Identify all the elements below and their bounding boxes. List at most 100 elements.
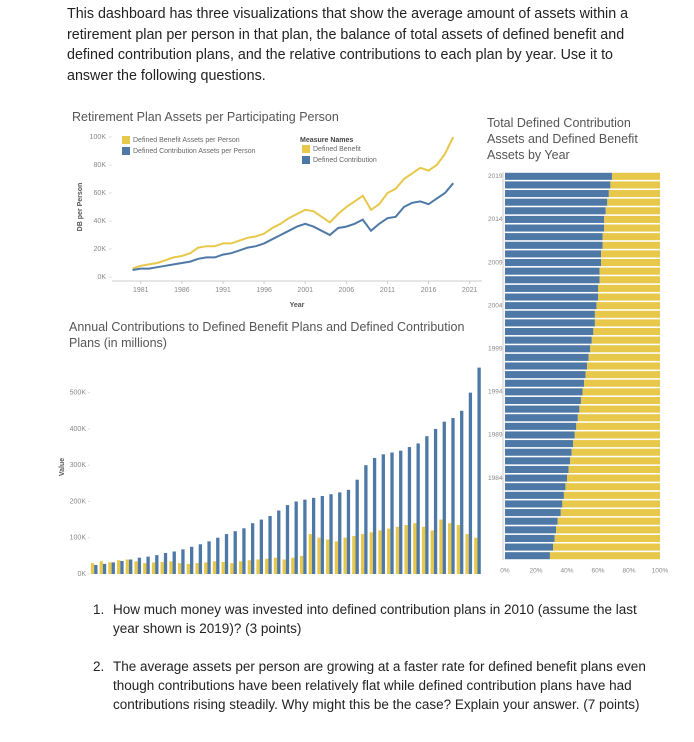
bar-segment [590, 345, 660, 353]
bar-segment [505, 405, 580, 413]
bar-segment [571, 448, 660, 456]
bar-segment [505, 353, 589, 361]
bar-segment [505, 422, 577, 430]
legend-swatch [122, 136, 130, 144]
bar-segment [505, 233, 603, 241]
bar [320, 496, 324, 574]
bar-segment [553, 543, 660, 551]
bar-segment [505, 509, 561, 517]
chart-title: Retirement Plan Assets per Participating… [72, 110, 339, 124]
y-tick-label: 2009 [488, 259, 503, 266]
bar-segment [505, 172, 612, 180]
bar-segment [562, 500, 660, 508]
bar-segment [604, 215, 660, 223]
bar-segment [505, 526, 557, 534]
x-tick-label: 100% [652, 568, 669, 575]
bar [212, 561, 217, 574]
bar [207, 541, 211, 574]
bar-segment [596, 302, 660, 310]
x-tick-label: 60% [591, 568, 604, 575]
bar [111, 562, 115, 574]
bar-segment [505, 327, 594, 336]
bar-segment [505, 284, 598, 292]
x-tick-label: 20% [529, 568, 542, 575]
x-tick-label: 0% [500, 568, 510, 575]
bar [143, 563, 147, 574]
bar-segment [505, 552, 550, 560]
legend-swatch [302, 156, 310, 164]
bar-segment [601, 250, 660, 258]
bar-segment [602, 233, 660, 241]
bar-segment [584, 379, 660, 387]
bar-segment [577, 414, 660, 422]
bar [334, 541, 339, 574]
x-tick-label: 2006 [339, 287, 355, 294]
bar [425, 436, 429, 574]
bar [413, 523, 417, 574]
bar [372, 457, 377, 574]
bar [247, 560, 251, 574]
question-number: 2. [93, 659, 105, 674]
bar [395, 526, 400, 574]
data-line [132, 136, 455, 270]
bar-segment [505, 414, 578, 422]
y-tick-label: 60K [94, 190, 107, 197]
bar [468, 392, 473, 574]
x-tick-label: 1981 [133, 287, 149, 294]
bar [430, 530, 434, 574]
x-tick-label: 2011 [380, 287, 395, 294]
y-tick-label: 1994 [488, 389, 503, 396]
bar-segment [604, 224, 660, 232]
bar-segment [505, 181, 611, 189]
bar [407, 447, 412, 574]
chart-title: Annual Contributions to Defined Benefit … [69, 320, 465, 350]
bar [360, 534, 365, 574]
data-line [132, 182, 454, 271]
bar-segment [563, 491, 660, 499]
bar [355, 479, 359, 574]
bar [378, 530, 382, 574]
bar-segment [610, 181, 660, 189]
bar-segment [598, 284, 660, 292]
bar-segment [505, 198, 608, 206]
bar [387, 528, 391, 574]
legend-swatch [122, 147, 130, 155]
bar-segment [591, 336, 660, 344]
x-tick-label: 40% [560, 568, 573, 575]
bar-segment [505, 483, 566, 491]
bar-segment [549, 552, 660, 560]
bar-segment [605, 207, 660, 215]
bar [282, 559, 286, 574]
bar [399, 450, 403, 574]
intro-text: This dashboard has three visualizations … [67, 6, 629, 84]
bar [160, 562, 164, 574]
bar [190, 546, 194, 574]
bar [460, 410, 464, 574]
bar [221, 562, 225, 574]
bar-segment [565, 483, 660, 491]
bar [474, 537, 478, 574]
bar-segment [574, 431, 660, 439]
bar [137, 557, 142, 574]
bar-segment [505, 431, 575, 439]
bar [94, 564, 98, 574]
bar [99, 561, 103, 574]
y-tick-label: 0K [77, 571, 86, 578]
bar-segment [505, 379, 585, 387]
bar-segment [505, 207, 606, 215]
y-tick-label: 2004 [488, 302, 503, 309]
bar [125, 559, 130, 574]
y-tick-label: 100K [90, 134, 107, 141]
bar [277, 510, 281, 574]
bar-segment [505, 293, 598, 301]
bar-segment [505, 491, 564, 499]
bar-segment [560, 509, 660, 517]
bar-segment [505, 543, 554, 551]
bar [433, 428, 438, 574]
bar-segment [505, 276, 600, 284]
bar-segment [570, 457, 660, 465]
bar [163, 552, 168, 574]
y-tick-label: 100K [70, 535, 87, 542]
